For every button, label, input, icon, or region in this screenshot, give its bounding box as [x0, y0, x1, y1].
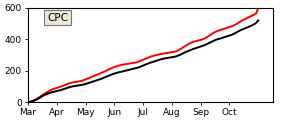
Text: CPC: CPC: [47, 13, 68, 23]
